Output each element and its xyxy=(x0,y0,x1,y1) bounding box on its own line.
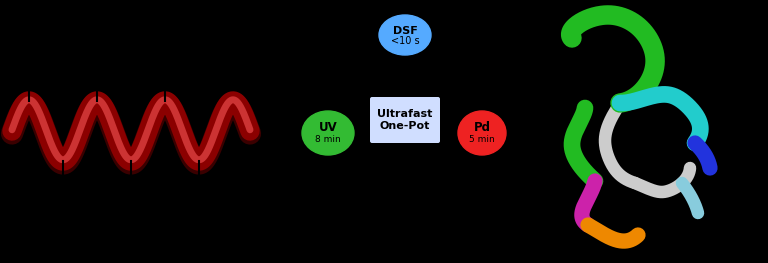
Text: 2: 2 xyxy=(72,189,77,198)
Ellipse shape xyxy=(458,111,506,155)
Text: SH: SH xyxy=(157,62,173,72)
Text: 8 min: 8 min xyxy=(315,135,341,144)
Text: SH: SH xyxy=(191,187,207,197)
Text: 2: 2 xyxy=(140,189,144,198)
Text: Pd: Pd xyxy=(474,122,491,134)
Text: SR: SR xyxy=(124,187,138,197)
FancyBboxPatch shape xyxy=(370,97,440,143)
Text: Ultrafast
One-Pot: Ultrafast One-Pot xyxy=(377,109,432,131)
Ellipse shape xyxy=(379,15,431,55)
Text: SR: SR xyxy=(55,187,71,197)
Text: <10 s: <10 s xyxy=(391,36,419,46)
Text: UV: UV xyxy=(319,122,337,134)
Text: 1: 1 xyxy=(106,65,111,74)
Ellipse shape xyxy=(302,111,354,155)
Text: SR: SR xyxy=(90,62,104,72)
Text: 5 min: 5 min xyxy=(469,135,495,144)
Text: SR: SR xyxy=(22,62,36,72)
Text: DSF: DSF xyxy=(392,26,417,36)
Text: 1: 1 xyxy=(38,65,43,74)
